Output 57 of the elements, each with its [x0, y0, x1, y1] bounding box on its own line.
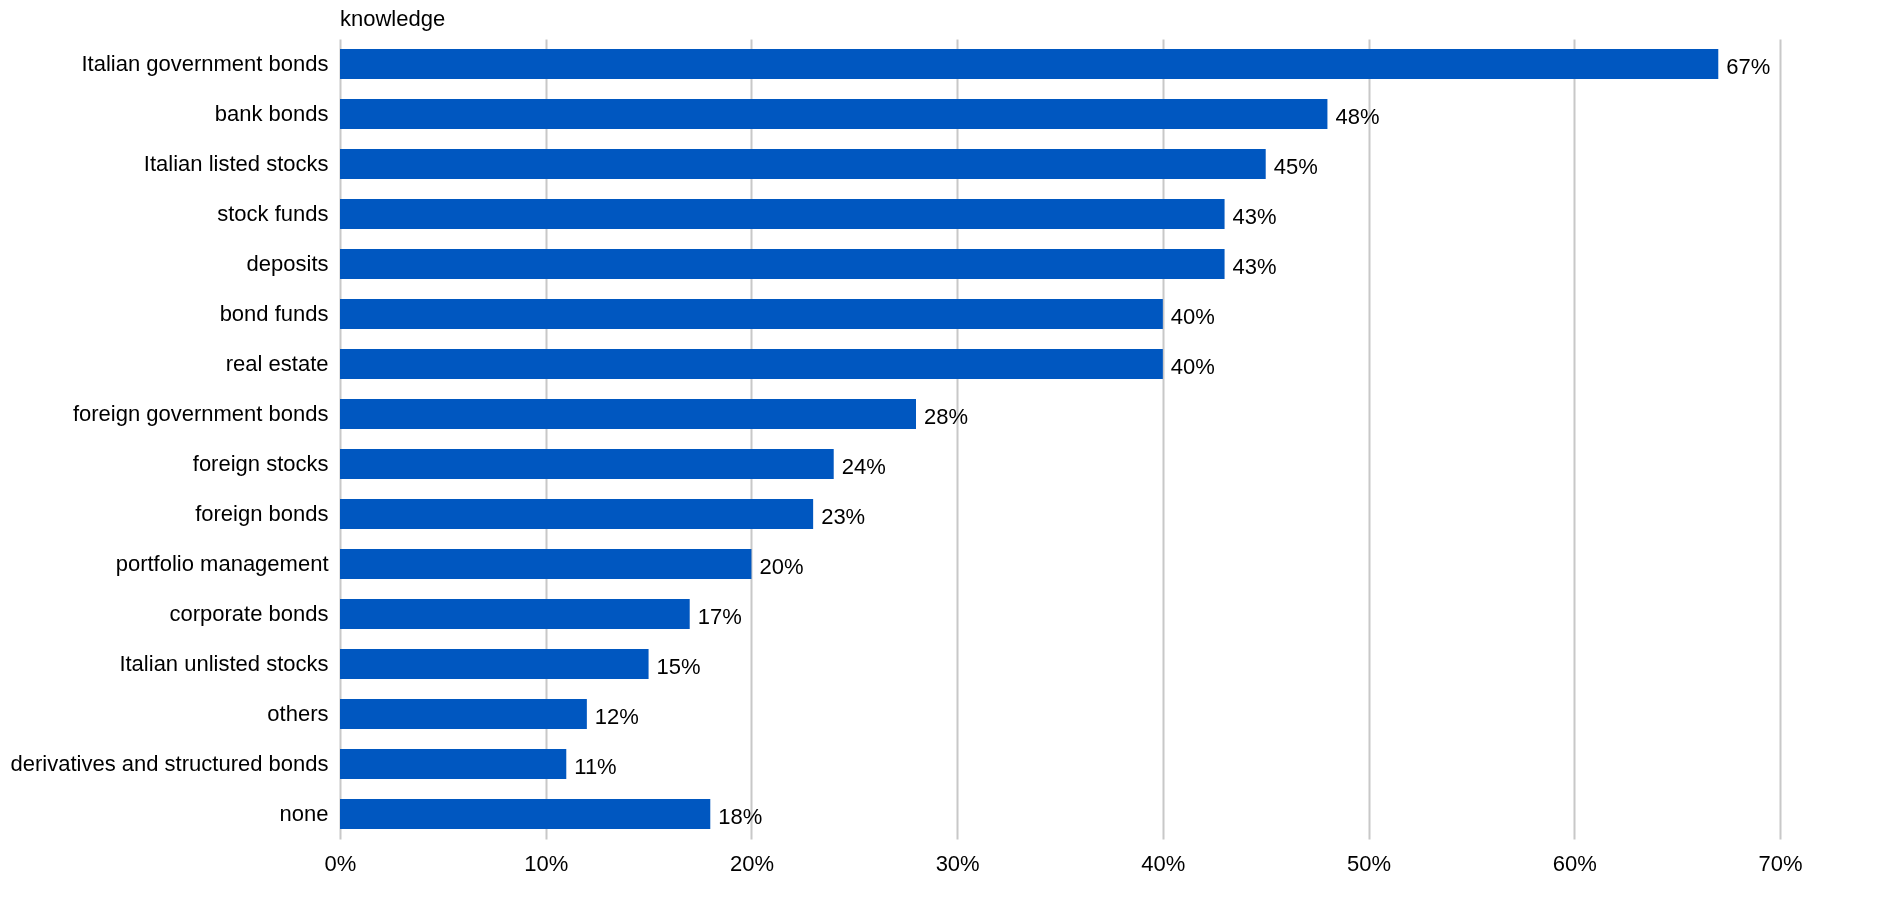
- y-tick-label: bond funds: [219, 301, 329, 326]
- bar: [340, 449, 834, 479]
- y-tick-label: others: [267, 701, 329, 726]
- x-tick-label: 60%: [1552, 850, 1597, 876]
- bar: [340, 499, 814, 529]
- y-tick-label: corporate bonds: [169, 601, 329, 626]
- bar: [340, 799, 711, 829]
- x-tick-label: 20%: [729, 850, 774, 876]
- data-label: 43%: [1232, 204, 1277, 229]
- bar: [340, 599, 690, 629]
- data-label: 17%: [697, 604, 742, 629]
- data-label: 20%: [759, 554, 804, 579]
- bar: [340, 249, 1225, 279]
- data-label: 18%: [718, 804, 763, 829]
- data-label: 12%: [594, 704, 639, 729]
- x-tick-label: 40%: [1141, 850, 1186, 876]
- x-tick-label: 10%: [524, 850, 569, 876]
- data-label: 43%: [1232, 254, 1277, 279]
- y-tick-label: Italian unlisted stocks: [119, 651, 329, 676]
- x-tick-label: 0%: [324, 850, 357, 876]
- bar: [340, 49, 1719, 79]
- x-tick-label: 50%: [1347, 850, 1392, 876]
- data-label: 67%: [1726, 54, 1771, 79]
- y-tick-label: bank bonds: [214, 101, 329, 126]
- chart-title: knowledge: [340, 6, 446, 31]
- data-label: 40%: [1170, 304, 1215, 329]
- data-label: 28%: [924, 404, 969, 429]
- y-tick-label: stock funds: [217, 201, 329, 226]
- y-tick-label: foreign stocks: [192, 451, 329, 476]
- y-tick-label: foreign bonds: [195, 501, 329, 526]
- bar: [340, 299, 1163, 329]
- bar: [340, 649, 649, 679]
- data-label: 23%: [821, 504, 866, 529]
- bar: [340, 549, 752, 579]
- bar: [340, 399, 916, 429]
- data-label: 11%: [574, 754, 617, 779]
- bar: [340, 699, 587, 729]
- y-tick-label: Italian listed stocks: [143, 151, 329, 176]
- bar: [340, 99, 1328, 129]
- bar: [340, 349, 1163, 379]
- bar: [340, 749, 567, 779]
- data-label: 48%: [1335, 104, 1380, 129]
- x-tick-label: 30%: [935, 850, 980, 876]
- x-tick-label: 70%: [1758, 850, 1803, 876]
- data-label: 24%: [841, 454, 886, 479]
- y-tick-label: portfolio management: [115, 551, 329, 576]
- y-tick-label: Italian government bonds: [81, 51, 329, 76]
- bar: [340, 199, 1225, 229]
- y-tick-label: real estate: [225, 351, 329, 376]
- data-label: 40%: [1170, 354, 1215, 379]
- bar: [340, 149, 1266, 179]
- y-tick-label: foreign government bonds: [72, 401, 329, 426]
- y-tick-label: derivatives and structured bonds: [10, 751, 329, 776]
- data-label: 15%: [656, 654, 701, 679]
- y-tick-label: none: [279, 801, 329, 826]
- data-label: 45%: [1273, 154, 1318, 179]
- y-tick-label: deposits: [246, 251, 329, 276]
